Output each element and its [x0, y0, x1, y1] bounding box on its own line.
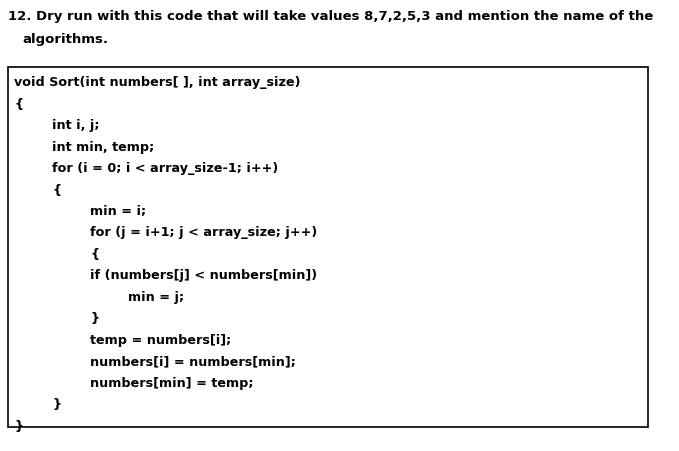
Text: temp = numbers[i];: temp = numbers[i]; [90, 333, 232, 346]
Text: int i, j;: int i, j; [52, 119, 100, 132]
Text: for (j = i+1; j < array_size; j++): for (j = i+1; j < array_size; j++) [90, 226, 317, 239]
Text: {: { [14, 97, 23, 110]
Text: }: } [14, 419, 23, 432]
Text: numbers[min] = temp;: numbers[min] = temp; [90, 376, 253, 389]
Text: 12. Dry run with this code that will take values 8,7,2,5,3 and mention the name : 12. Dry run with this code that will tak… [8, 10, 653, 23]
Text: }: } [90, 312, 99, 325]
Text: if (numbers[j] < numbers[min]): if (numbers[j] < numbers[min]) [90, 269, 317, 282]
Text: for (i = 0; i < array_size-1; i++): for (i = 0; i < array_size-1; i++) [52, 161, 278, 175]
Text: {: { [52, 183, 61, 196]
Text: algorithms.: algorithms. [22, 33, 108, 46]
Text: {: { [90, 248, 99, 260]
Text: }: } [52, 398, 61, 410]
Text: void Sort(int numbers[ ], int array_size): void Sort(int numbers[ ], int array_size… [14, 76, 301, 89]
Text: int min, temp;: int min, temp; [52, 140, 154, 153]
Text: min = j;: min = j; [128, 290, 184, 304]
Text: numbers[i] = numbers[min];: numbers[i] = numbers[min]; [90, 355, 296, 368]
Text: min = i;: min = i; [90, 205, 146, 217]
